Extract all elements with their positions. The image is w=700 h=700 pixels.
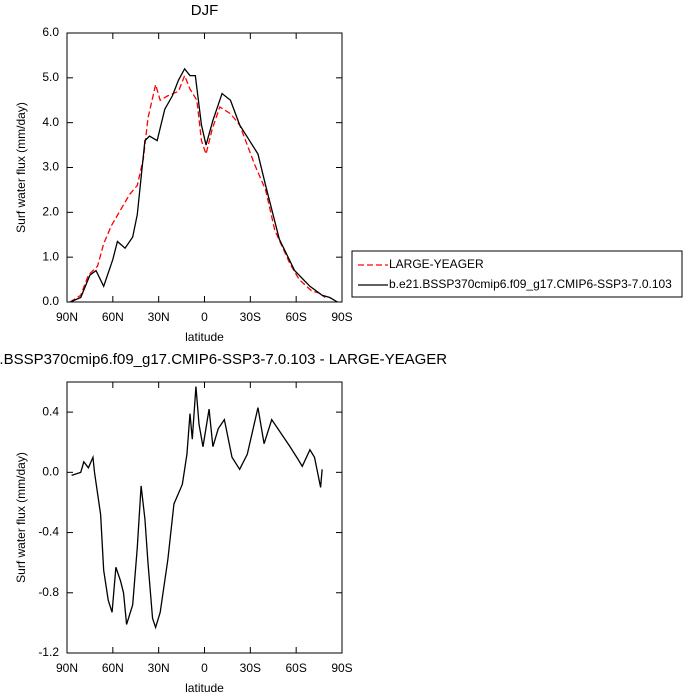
y-tick-label: 2.0 <box>42 205 59 219</box>
y-tick-label: 6.0 <box>42 25 59 39</box>
x-tick-label: 0 <box>201 310 208 324</box>
y-tick-label: 4.0 <box>42 115 59 129</box>
x-tick-label: 60N <box>102 661 124 675</box>
x-tick-label: 90N <box>56 310 78 324</box>
x-axis-label: latitude <box>185 681 224 695</box>
x-tick-label: 30N <box>148 310 170 324</box>
y-tick-label: 3.0 <box>42 160 59 174</box>
y-tick-label: -0.4 <box>38 525 59 539</box>
chart-title: b.e21.BSSP370cmip6.f09_g17.CMIP6-SSP3-7.… <box>0 351 447 368</box>
legend-box <box>351 250 683 298</box>
plot-frame <box>66 32 343 303</box>
x-tick-label: 60S <box>285 661 306 675</box>
plot-frame <box>66 381 343 654</box>
x-tick-label: 90S <box>331 661 352 675</box>
legend-label: b.e21.BSSP370cmip6.f09_g17.CMIP6-SSP3-7.… <box>389 277 672 291</box>
y-tick-label: -1.2 <box>38 645 59 659</box>
x-axis-label: latitude <box>185 330 224 344</box>
data-line <box>69 67 338 303</box>
y-axis-label: Surf water flux (mm/day) <box>14 102 28 233</box>
y-tick-label: 0.0 <box>42 294 59 308</box>
y-tick-label: 0.4 <box>42 404 59 418</box>
y-tick-label: 0.0 <box>42 465 59 479</box>
y-tick-label: 1.0 <box>42 249 59 263</box>
x-tick-label: 0 <box>201 661 208 675</box>
x-tick-label: 30S <box>240 310 261 324</box>
data-line <box>71 386 323 630</box>
y-axis-label: Surf water flux (mm/day) <box>14 452 28 583</box>
y-tick-label: -0.8 <box>38 585 59 599</box>
x-tick-label: 60N <box>102 310 124 324</box>
y-tick-label: 5.0 <box>42 70 59 84</box>
x-tick-label: 30N <box>148 661 170 675</box>
x-tick-label: 90N <box>56 661 78 675</box>
x-tick-label: 30S <box>240 661 261 675</box>
legend-label: LARGE-YEAGER <box>389 257 484 271</box>
data-line <box>69 73 326 303</box>
chart-title: DJF <box>191 2 219 19</box>
x-tick-label: 90S <box>331 310 352 324</box>
x-tick-label: 60S <box>285 310 306 324</box>
